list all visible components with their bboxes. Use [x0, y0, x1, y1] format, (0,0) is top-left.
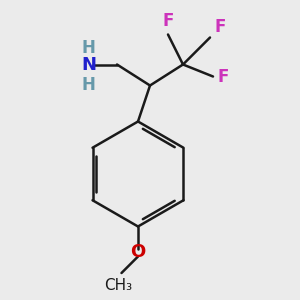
Text: N: N	[81, 56, 96, 74]
Text: O: O	[130, 243, 146, 261]
Text: F: F	[218, 68, 229, 85]
Text: H: H	[82, 39, 95, 57]
Text: F: F	[162, 12, 174, 30]
Text: F: F	[214, 18, 226, 36]
Text: H: H	[82, 76, 95, 94]
Text: CH₃: CH₃	[104, 278, 133, 293]
